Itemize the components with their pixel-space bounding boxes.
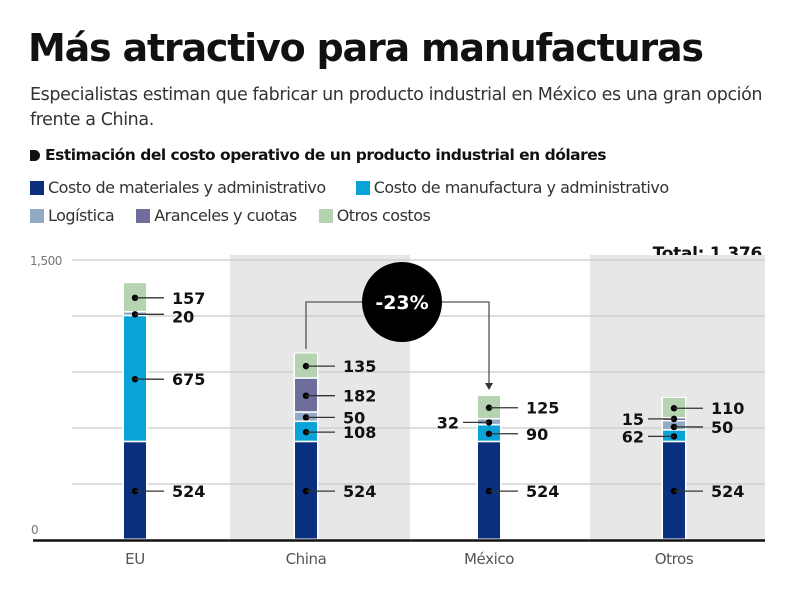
legend-swatch [136,208,151,223]
legend-item-logistica: Logística [30,206,115,225]
annotation-text: -23% [375,292,428,314]
data-label: 50 [343,408,365,427]
legend-label: Aranceles y cuotas [154,206,297,225]
data-label: 135 [343,357,376,376]
legend-swatch [30,208,44,223]
x-tick-label-méxico: México [464,550,514,568]
legend-item-otros: Otros costos [318,206,431,225]
data-label: 182 [343,387,376,406]
data-label: 20 [172,307,194,326]
data-label: 524 [526,482,559,501]
arrow-head-icon [485,383,493,390]
data-label: 524 [711,482,744,501]
data-label: 108 [343,423,376,442]
x-tick-label-china: China [286,550,327,568]
legend-label: Costo de manufactura y administrativo [373,178,669,197]
data-label: 50 [711,418,733,437]
data-label: 157 [172,289,205,308]
legend-swatch [318,208,333,223]
data-label: 62 [622,427,644,446]
legend-item-materiales: Costo de materiales y administrativo [30,178,326,197]
legend-row-1: Costo de materiales y administrativo Cos… [30,178,691,197]
data-label: 524 [343,482,376,501]
x-tick-label-eu: EU [125,550,145,568]
page-title: Más atractivo para manufacturas [28,26,704,70]
annotation-badge [362,262,442,342]
legend-item-aranceles: Aranceles y cuotas [136,206,297,225]
legend-label: Otros costos [336,206,431,225]
data-label: 524 [172,482,205,501]
legend-item-manufactura: Costo de manufactura y administrativo [355,178,669,197]
data-label: 15 [622,410,644,429]
y-tick-label: 0 [31,523,38,537]
x-tick-label-otros: Otros [655,550,694,568]
chart-title: Estimación del costo operativo de un pro… [30,146,607,164]
legend-label: Logística [48,206,115,225]
y-tick-label: 1,500 [30,254,62,268]
data-label: 90 [526,425,548,444]
legend-label: Costo de materiales y administrativo [48,178,326,197]
bullet-icon [30,149,40,161]
legend-row-2: Logística Aranceles y cuotas Otros costo… [30,206,452,225]
data-label: 32 [437,413,459,432]
legend-swatch [30,180,44,195]
data-label: 675 [172,370,205,389]
chart-title-text: Estimación del costo operativo de un pro… [45,146,607,164]
legend-swatch [355,180,370,195]
page-subtitle: Especialistas estiman que fabricar un pr… [30,85,763,130]
data-label: 110 [711,399,744,418]
data-label: 125 [526,399,559,418]
